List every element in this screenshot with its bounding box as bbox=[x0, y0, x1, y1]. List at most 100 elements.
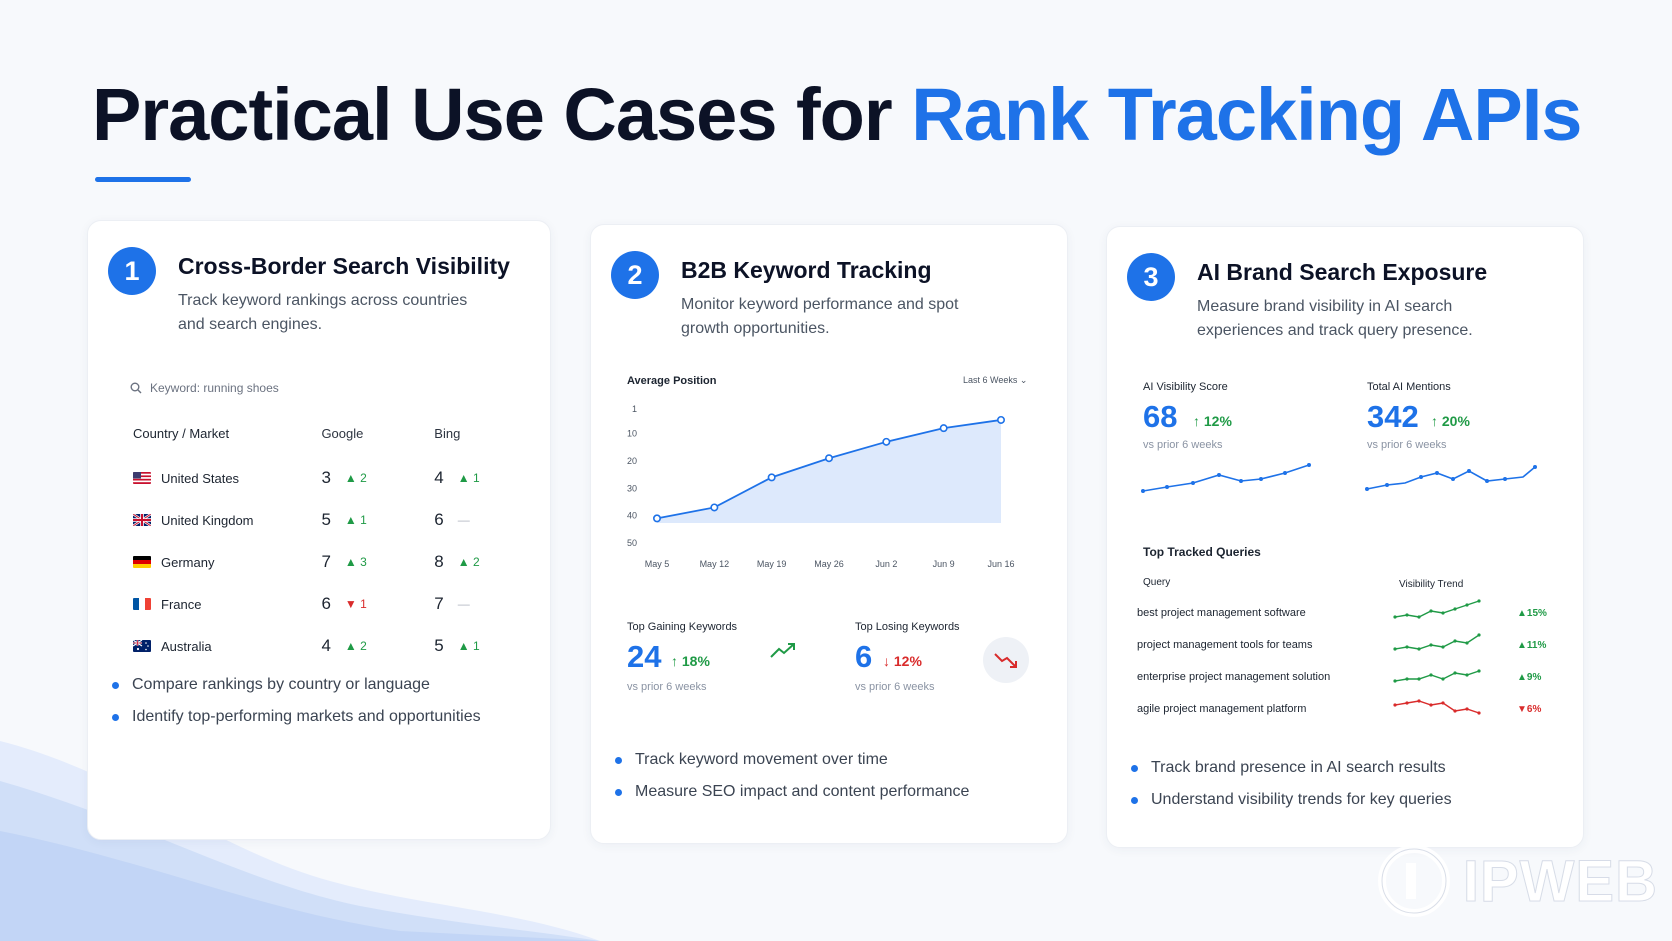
y-tick-label: 50 bbox=[627, 538, 637, 548]
title-underline bbox=[95, 177, 191, 182]
bullet-item: Understand visibility trends for key que… bbox=[1131, 791, 1452, 809]
bing-rank: 4 bbox=[434, 468, 444, 487]
table-row: Australia 4 ▲ 2 5 ▲ 1 bbox=[133, 625, 503, 667]
query-row: agile project management platform ▼6% bbox=[1137, 695, 1557, 729]
country-name: United Kingdom bbox=[161, 512, 254, 528]
card-number: 1 bbox=[108, 247, 156, 295]
card-description: Measure brand visibility in AI search ex… bbox=[1197, 298, 1473, 339]
keyword-label: Keyword: running shoes bbox=[150, 381, 279, 395]
trending-up-icon bbox=[770, 643, 795, 658]
country-name: Germany bbox=[161, 554, 215, 570]
query-trend-sparkline bbox=[1393, 699, 1481, 715]
visibility-sparkline bbox=[1141, 463, 1311, 493]
chart-title: Average Position bbox=[627, 375, 717, 387]
x-tick-label: Jun 16 bbox=[987, 559, 1014, 569]
column-header-country: Country / Market bbox=[133, 426, 230, 441]
google-cell: 3 ▲ 2 bbox=[321, 468, 367, 487]
ipweb-logo: IPWEB bbox=[1371, 841, 1658, 921]
losing-sub: vs prior 6 weeks bbox=[855, 681, 935, 693]
bullet-item: Track brand presence in AI search result… bbox=[1131, 759, 1452, 777]
data-point bbox=[882, 437, 891, 446]
gaining-change: ↑ 18% bbox=[671, 653, 710, 669]
query-change: ▼6% bbox=[1517, 704, 1542, 715]
column-header-google: Google bbox=[321, 426, 364, 441]
gaining-label: Top Gaining Keywords bbox=[627, 621, 738, 633]
mentions-sub: vs prior 6 weeks bbox=[1367, 439, 1447, 451]
chevron-down-icon: ⌄ bbox=[1019, 375, 1028, 385]
bing-cell: 7— bbox=[434, 594, 470, 613]
google-cell: 7 ▲ 3 bbox=[321, 552, 367, 571]
query-column-header: Query bbox=[1143, 577, 1171, 588]
query-name: project management tools for teams bbox=[1137, 639, 1313, 651]
logo-mark-icon bbox=[1377, 845, 1450, 917]
bullet-list: Track brand presence in AI search result… bbox=[1131, 759, 1452, 823]
losing-value: 6 bbox=[855, 639, 873, 674]
card-title: Cross-Border Search Visibility bbox=[178, 253, 510, 279]
card-number: 3 bbox=[1127, 253, 1175, 301]
mentions-change: ↑ 20% bbox=[1431, 413, 1470, 429]
card-ai-brand: 3 AI Brand Search Exposure Measure brand… bbox=[1106, 226, 1584, 848]
logo-text: IPWEB bbox=[1462, 848, 1658, 914]
google-rank: 6 bbox=[321, 594, 331, 613]
table-header: Country / Market Google Bing bbox=[133, 426, 503, 441]
query-row: best project management software ▲15% bbox=[1137, 599, 1557, 633]
mentions-label: Total AI Mentions bbox=[1367, 381, 1451, 393]
flag-au-icon bbox=[133, 640, 151, 652]
table-row: Germany 7 ▲ 3 8 ▲ 2 bbox=[133, 541, 503, 583]
page-title-highlight: Rank Tracking APIs bbox=[911, 73, 1582, 156]
data-point bbox=[996, 415, 1005, 424]
card-title: B2B Keyword Tracking bbox=[681, 257, 932, 283]
series-area bbox=[657, 419, 1001, 523]
data-point bbox=[825, 454, 834, 463]
card-title: AI Brand Search Exposure bbox=[1197, 259, 1488, 285]
google-cell: 4 ▲ 2 bbox=[321, 636, 367, 655]
card-b2b: 2 B2B Keyword Tracking Monitor keyword p… bbox=[590, 224, 1068, 844]
search-icon bbox=[130, 382, 142, 394]
losing-label: Top Losing Keywords bbox=[855, 621, 960, 633]
y-tick-label: 20 bbox=[627, 456, 637, 466]
x-tick-label: May 19 bbox=[757, 559, 787, 569]
x-tick-label: May 12 bbox=[700, 559, 730, 569]
visibility-label: AI Visibility Score bbox=[1143, 381, 1228, 393]
google-cell: 6 ▼ 1 bbox=[321, 594, 367, 613]
card-cross-border: 1 Cross-Border Search Visibility Track k… bbox=[87, 220, 551, 840]
query-row: project management tools for teams ▲11% bbox=[1137, 631, 1557, 665]
page-title: Practical Use Cases for Rank Tracking AP… bbox=[92, 73, 1582, 156]
trend-column-header: Visibility Trend bbox=[1399, 579, 1464, 590]
bing-cell: 6— bbox=[434, 510, 470, 529]
bing-cell: 8 ▲ 2 bbox=[434, 552, 480, 571]
data-point bbox=[652, 514, 661, 523]
gaining-sub: vs prior 6 weeks bbox=[627, 681, 707, 693]
query-trend-sparkline bbox=[1393, 599, 1481, 619]
table-row: United States 3 ▲ 2 4 ▲ 1 bbox=[133, 457, 503, 499]
bing-rank: 6 bbox=[434, 510, 444, 529]
gaining-value: 24 bbox=[627, 639, 662, 674]
losing-change: ↓ 12% bbox=[883, 653, 922, 669]
bullet-list: Track keyword movement over time Measure… bbox=[615, 751, 969, 815]
query-name: agile project management platform bbox=[1137, 703, 1307, 715]
x-tick-label: Jun 2 bbox=[875, 559, 897, 569]
visibility-sub: vs prior 6 weeks bbox=[1143, 439, 1223, 451]
range-select[interactable]: Last 6 Weeks ⌄ bbox=[963, 375, 1027, 386]
bing-rank: 7 bbox=[434, 594, 444, 613]
query-trend-sparkline bbox=[1393, 633, 1481, 651]
visibility-value: 68 bbox=[1143, 399, 1178, 434]
country-name: France bbox=[161, 596, 202, 612]
card-description: Track keyword rankings across countries … bbox=[178, 292, 468, 333]
rank-table: Country / Market Google Bing United Stat… bbox=[133, 426, 503, 667]
keyword-filter[interactable]: Keyword: running shoes bbox=[130, 381, 279, 395]
google-rank: 7 bbox=[321, 552, 331, 571]
data-point bbox=[710, 503, 719, 512]
bullet-item: Track keyword movement over time bbox=[615, 751, 969, 769]
data-point bbox=[767, 473, 776, 482]
flag-fr-icon bbox=[133, 598, 151, 610]
y-tick-label: 1 bbox=[632, 404, 637, 414]
country-cell: France bbox=[133, 597, 321, 612]
card-description: Monitor keyword performance and spot gro… bbox=[681, 296, 959, 337]
data-point bbox=[939, 424, 948, 433]
queries-title: Top Tracked Queries bbox=[1143, 545, 1261, 559]
flag-gb-icon bbox=[133, 514, 151, 526]
country-name: United States bbox=[161, 470, 240, 486]
google-rank: 5 bbox=[321, 510, 331, 529]
mentions-value: 342 bbox=[1367, 399, 1419, 434]
